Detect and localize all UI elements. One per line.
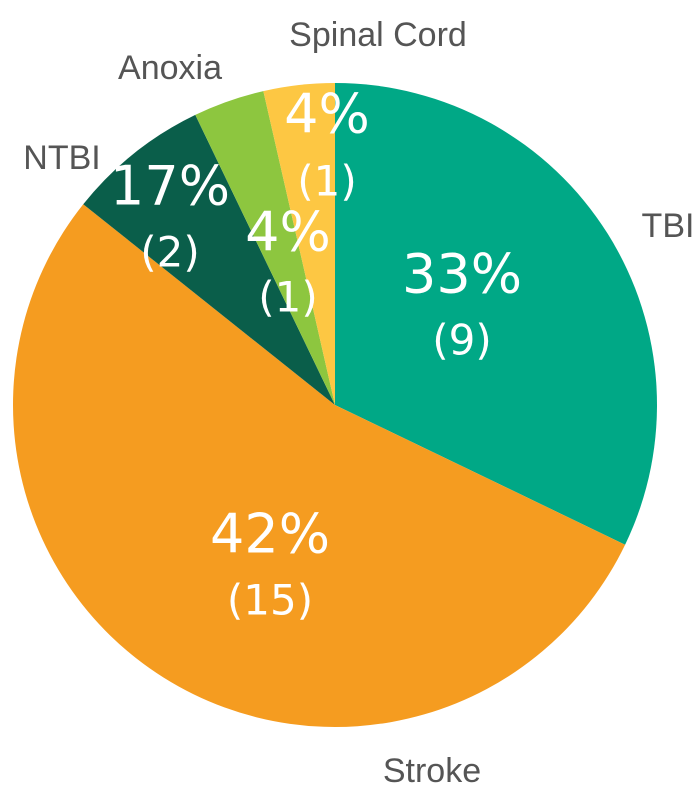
count-label: (9) bbox=[432, 316, 492, 365]
percent-label: 42% bbox=[210, 503, 330, 566]
percent-label: 33% bbox=[402, 243, 522, 306]
percent-label: 4% bbox=[284, 83, 370, 146]
pie-slice bbox=[195, 91, 335, 405]
slice-name: Anoxia bbox=[118, 49, 222, 87]
pie-slice bbox=[83, 114, 335, 405]
count-label: (1) bbox=[258, 273, 318, 322]
pie-slice bbox=[263, 83, 335, 405]
slice-name: Stroke bbox=[383, 752, 481, 790]
count-label: (15) bbox=[227, 576, 313, 625]
percent-label: 17% bbox=[110, 155, 230, 218]
slice-name: Spinal Cord bbox=[289, 16, 467, 54]
count-label: (1) bbox=[297, 157, 357, 206]
count-label: (2) bbox=[140, 228, 200, 277]
slice-name: NTBI bbox=[23, 139, 100, 177]
percent-label: 4% bbox=[245, 201, 331, 264]
slice-name: TBI bbox=[642, 207, 695, 245]
pie-slice bbox=[335, 83, 657, 545]
pie-slice bbox=[13, 204, 626, 728]
